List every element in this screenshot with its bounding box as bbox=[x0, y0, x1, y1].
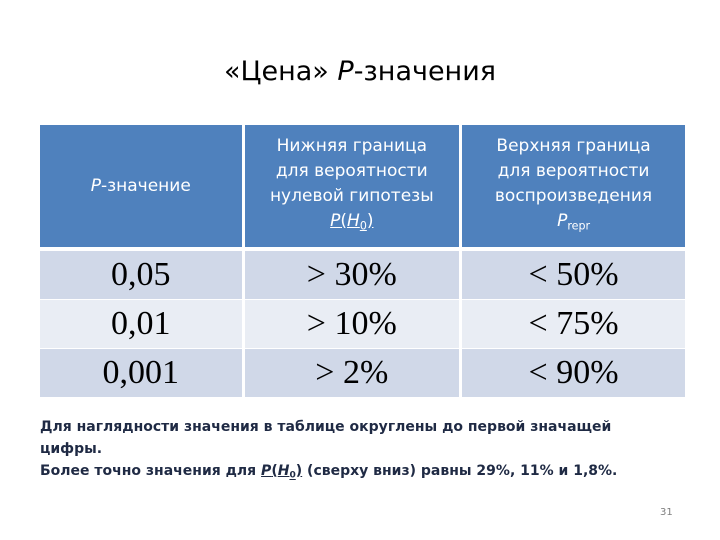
table: P-значение Нижняя граница для вероятности н… bbox=[40, 125, 685, 397]
table-cell: 0,01 bbox=[40, 299, 242, 348]
text-segment: P bbox=[90, 175, 101, 196]
text-segment: Для наглядности значения в таблице округ… bbox=[40, 419, 617, 457]
table-cell: > 2% bbox=[241, 348, 460, 397]
header-line: Prepr bbox=[466, 209, 681, 238]
text-segment: для вероятности bbox=[497, 160, 650, 181]
text-segment: ) bbox=[295, 463, 303, 479]
header-line: Нижняя граница bbox=[249, 134, 456, 159]
text-segment: P bbox=[261, 463, 272, 479]
table-row: 0,001 > 2% < 90% bbox=[40, 348, 685, 397]
text-segment: ) bbox=[366, 210, 374, 231]
header-line: воспроизведения bbox=[466, 184, 681, 209]
header-cell: Нижняя граница для вероятности нулевой гип… bbox=[241, 125, 460, 250]
text-segment: P bbox=[330, 210, 341, 231]
table-cell: < 90% bbox=[459, 348, 685, 397]
header-line: P(H0) bbox=[249, 209, 456, 238]
header-line: нулевой гипотезы bbox=[249, 184, 456, 209]
table-cell: > 10% bbox=[241, 299, 460, 348]
notes: Для наглядности значения в таблице округ… bbox=[40, 416, 670, 487]
text-segment: «Цена» bbox=[223, 56, 338, 87]
text-segment: -значения bbox=[353, 56, 496, 87]
table-cell: < 50% bbox=[459, 250, 685, 299]
table-row: 0,05 > 30% < 50% bbox=[40, 250, 685, 299]
table-cell: 0,05 bbox=[40, 250, 242, 299]
text-segment: 0 bbox=[289, 470, 296, 481]
header-line: для вероятности bbox=[249, 159, 456, 184]
text-segment: P bbox=[337, 56, 354, 87]
text-segment: (сверху вниз) равны 29%, 11% и 1,8%. bbox=[302, 463, 618, 479]
table-cell: < 75% bbox=[459, 299, 685, 348]
text-segment: ( bbox=[271, 463, 278, 479]
text-segment: H bbox=[347, 210, 360, 231]
header-line: Верхняя граница bbox=[466, 134, 681, 159]
text-segment: Верхняя граница bbox=[496, 135, 651, 156]
text-segment: Нижняя граница bbox=[276, 135, 427, 156]
table-row: 0,01 > 10% < 75% bbox=[40, 299, 685, 348]
header-line: для вероятности bbox=[466, 159, 681, 184]
text-segment: repr bbox=[567, 219, 590, 233]
text-segment: Более точно значения для bbox=[40, 463, 262, 479]
page-number: 31 bbox=[660, 507, 673, 518]
text-segment: нулевой гипотезы bbox=[269, 185, 434, 206]
text-segment: P bbox=[557, 210, 568, 231]
header-cell: Верхняя граница для вероятности воспроизве… bbox=[459, 125, 685, 250]
text-segment: воспроизведения bbox=[494, 185, 653, 206]
text-segment: H bbox=[277, 463, 290, 479]
note-line: Для наглядности значения в таблице округ… bbox=[40, 416, 670, 460]
header-cell: P-значение bbox=[40, 125, 242, 250]
table-cell: > 30% bbox=[241, 250, 460, 299]
note-line: Более точно значения для P(H0) (сверху в… bbox=[40, 460, 670, 487]
text-segment: 0 bbox=[359, 219, 367, 233]
header-line: P-значение bbox=[44, 174, 238, 199]
text-segment: для вероятности bbox=[275, 160, 428, 181]
slide-title: «Цена» P-значения bbox=[0, 56, 720, 87]
text-segment: ( bbox=[340, 210, 348, 231]
text-segment: -значение bbox=[100, 175, 191, 196]
table-body: 0,05 > 30% < 50% 0,01 > 10% < 75% 0,001 > 2% < 9… bbox=[40, 250, 685, 397]
header-row: P-значение Нижняя граница для вероятности н… bbox=[40, 125, 685, 250]
table-cell: 0,001 bbox=[40, 348, 242, 397]
